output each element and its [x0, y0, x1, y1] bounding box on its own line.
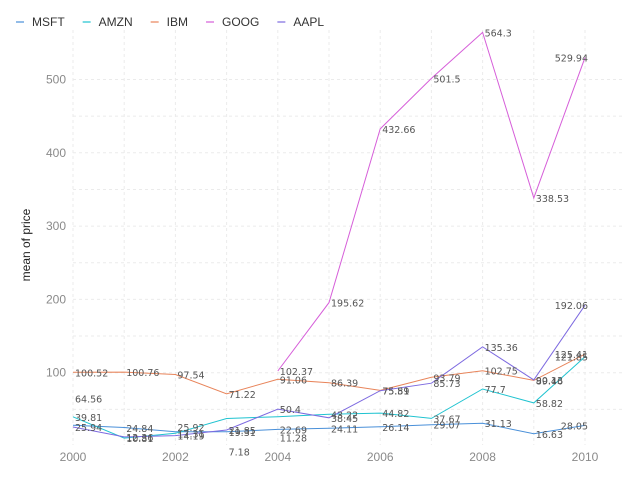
data-label-amzn: 121.85	[555, 353, 588, 364]
data-label-goog: 432.66	[382, 125, 415, 136]
data-label-ibm: 93.79	[433, 373, 460, 384]
data-label-aapl: 135.36	[485, 343, 518, 354]
legend-label-msft: MSFT	[32, 15, 65, 29]
data-label-extra: 25.92	[177, 423, 204, 434]
data-label-extra: 64.56	[75, 395, 102, 406]
y-tick-label: 500	[46, 73, 66, 87]
data-label-amzn: 43.22	[331, 410, 358, 421]
data-label-amzn: 77.7	[485, 385, 506, 396]
y-tick-label: 100	[46, 366, 66, 380]
data-label-amzn: 37.67	[433, 414, 460, 425]
data-label-msft: 24.11	[331, 424, 358, 435]
data-label-aapl: 192.06	[555, 301, 588, 312]
legend-label-amzn: AMZN	[99, 15, 133, 29]
x-tick-label: 2006	[367, 450, 394, 464]
data-label-msft: 22.69	[280, 425, 307, 436]
data-label-amzn: 17.31	[177, 429, 204, 440]
data-label-amzn: 10.81	[126, 434, 153, 445]
y-tick-label: 300	[46, 219, 66, 233]
data-label-aapl: 75.51	[382, 387, 409, 398]
data-label-msft: 26.14	[382, 423, 409, 434]
data-label-ibm: 75.89	[382, 386, 409, 397]
legend-label-ibm: IBM	[167, 15, 188, 29]
data-label-extra: 7.18	[229, 447, 250, 458]
y-tick-label: 200	[46, 292, 66, 306]
data-label-goog: 338.53	[536, 194, 569, 205]
data-label-ibm: 86.39	[331, 379, 358, 390]
legend-label-aapl: AAPL	[293, 15, 324, 29]
legend: MSFT AMZN IBM GOOG AAPL	[16, 15, 324, 29]
data-label-ibm: 102.75	[485, 367, 518, 378]
data-label-ibm: 97.54	[177, 371, 204, 382]
data-label-aapl: 90.13	[536, 376, 563, 387]
data-label-extra: 11.28	[280, 434, 307, 445]
data-label-ibm: 100.76	[126, 368, 159, 379]
data-label-ibm: 91.06	[280, 375, 307, 386]
x-tick-label: 2008	[469, 450, 496, 464]
x-tick-label: 2004	[264, 450, 291, 464]
data-label-goog: 501.5	[433, 74, 460, 85]
data-label-aapl: 12.36	[126, 433, 153, 444]
data-label-amzn: 58.82	[536, 399, 563, 410]
data-label-ibm: 71.22	[229, 390, 256, 401]
y-axis: 100 200 300 400 500	[46, 73, 66, 380]
data-label-msft: 29.07	[433, 421, 460, 432]
x-axis: 2000 2002 2004 2006 2008 2010	[60, 450, 599, 464]
data-label-msft: 31.13	[485, 419, 512, 430]
data-label-ibm: 100.52	[75, 368, 108, 379]
data-label-goog: 529.94	[555, 54, 588, 65]
series-line-aapl	[72, 304, 586, 438]
x-tick-label: 2010	[572, 450, 599, 464]
x-tick-label: 2002	[162, 450, 189, 464]
data-label-amzn: 44.82	[382, 409, 409, 420]
y-tick-label: 400	[46, 146, 66, 160]
series-line-amzn	[72, 356, 586, 439]
data-label-msft: 28.05	[561, 421, 588, 432]
data-label-goog: 102.37	[280, 367, 313, 378]
legend-label-goog: GOOG	[222, 15, 259, 29]
data-label-goog: 564.3	[485, 28, 512, 39]
series-lines	[72, 31, 586, 439]
series-line-ibm	[72, 353, 586, 395]
data-label-ibm: 125.41	[555, 350, 588, 361]
data-label-msft: 16.63	[536, 430, 563, 441]
data-label-ibm: 89.46	[536, 376, 563, 387]
series-line-goog	[277, 31, 586, 372]
data-label-extra: 24.84	[126, 424, 153, 435]
data-label-aapl: 50.4	[280, 405, 301, 416]
data-label-msft: 19.31	[229, 428, 256, 439]
data-labels: 19.31 22.69 24.11 26.14 29.07 31.13 16.6328.05…	[75, 28, 588, 458]
data-label-aapl: 25.94	[75, 423, 102, 434]
data-label-aapl: 14.19	[177, 432, 204, 443]
data-label-amzn: 39.81	[75, 413, 102, 424]
data-label-goog: 195.62	[331, 299, 364, 310]
data-label-aapl: 21.85	[229, 426, 256, 437]
x-tick-label: 2000	[60, 450, 87, 464]
data-label-aapl: 85.73	[433, 379, 460, 390]
y-axis-title: mean of price	[19, 208, 33, 281]
data-label-aapl: 38.45	[331, 414, 358, 425]
series-line-msft	[72, 422, 586, 435]
grid	[72, 30, 625, 445]
